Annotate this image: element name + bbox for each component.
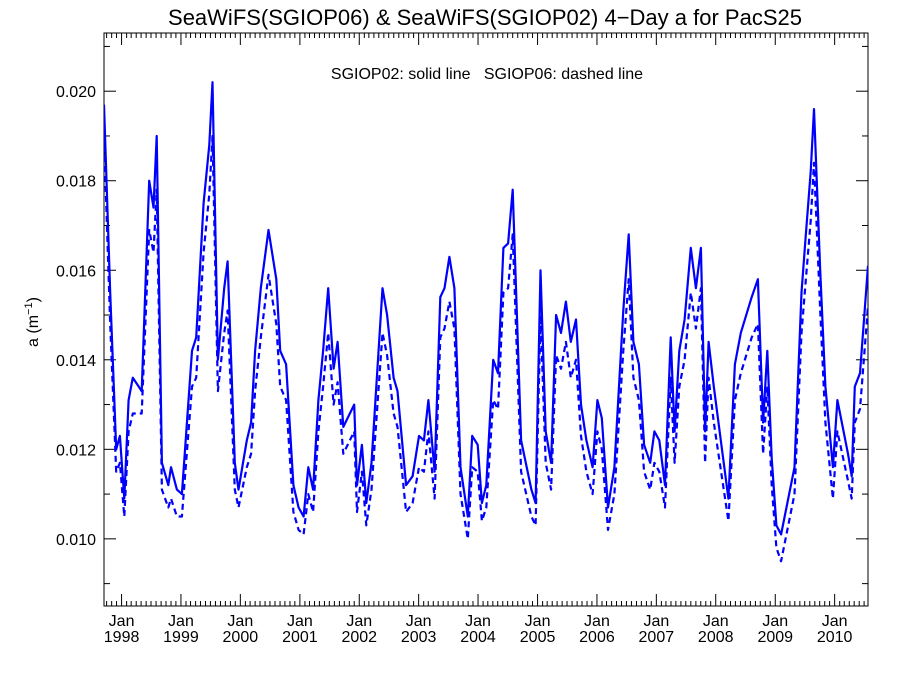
y-axis-label-suffix: ) (25, 297, 42, 302)
x-tick-year-label: 2010 (817, 629, 853, 646)
y-tick-label: 0.016 (56, 263, 96, 280)
y-axis-label-prefix: a (m (25, 315, 42, 347)
y-tick-label: 0.020 (56, 84, 96, 101)
y-tick-label: 0.010 (56, 532, 96, 549)
x-tick-month-label: Jan (406, 613, 432, 630)
x-tick-month-label: Jan (762, 613, 788, 630)
x-axis: Jan1998Jan1999Jan2000Jan2001Jan2002Jan20… (104, 33, 865, 646)
chart-title: SeaWiFS(SGIOP06) & SeaWiFS(SGIOP02) 4−Da… (168, 5, 802, 30)
x-tick-month-label: Jan (346, 613, 372, 630)
x-tick-month-label: Jan (822, 613, 848, 630)
x-tick-month-label: Jan (643, 613, 669, 630)
x-tick-year-label: 2006 (579, 629, 615, 646)
x-tick-year-label: 1999 (163, 629, 199, 646)
x-tick-year-label: 1998 (104, 629, 140, 646)
x-tick-month-label: Jan (168, 613, 194, 630)
y-axis-label: a (m−1) (23, 297, 42, 347)
x-tick-year-label: 2004 (460, 629, 496, 646)
x-tick-year-label: 2002 (341, 629, 377, 646)
dashed-series-line (104, 134, 868, 563)
y-tick-label: 0.014 (56, 353, 96, 370)
y-tick-label: 0.018 (56, 174, 96, 191)
x-tick-month-label: Jan (287, 613, 313, 630)
y-tick-label: 0.012 (56, 442, 96, 459)
line-style-annotation: SGIOP02: solid line SGIOP06: dashed line (331, 66, 643, 83)
x-tick-month-label: Jan (584, 613, 610, 630)
x-tick-year-label: 2007 (639, 629, 675, 646)
x-tick-month-label: Jan (525, 613, 551, 630)
series-layer (104, 81, 868, 563)
x-tick-month-label: Jan (109, 613, 135, 630)
x-tick-year-label: 2003 (401, 629, 437, 646)
solid-series-line (104, 81, 868, 536)
x-tick-year-label: 2000 (223, 629, 259, 646)
x-tick-month-label: Jan (227, 613, 253, 630)
y-axis: 0.010 0.012 0.014 0.016 0.018 0.020 (56, 45, 868, 585)
x-tick-year-label: 2001 (282, 629, 318, 646)
x-tick-month-label: Jan (703, 613, 729, 630)
x-tick-year-label: 2009 (757, 629, 793, 646)
x-tick-month-label: Jan (465, 613, 491, 630)
y-axis-label-exponent: −1 (23, 302, 35, 315)
x-tick-year-label: 2008 (698, 629, 734, 646)
plot-frame (103, 32, 869, 607)
x-tick-year-label: 2005 (520, 629, 556, 646)
